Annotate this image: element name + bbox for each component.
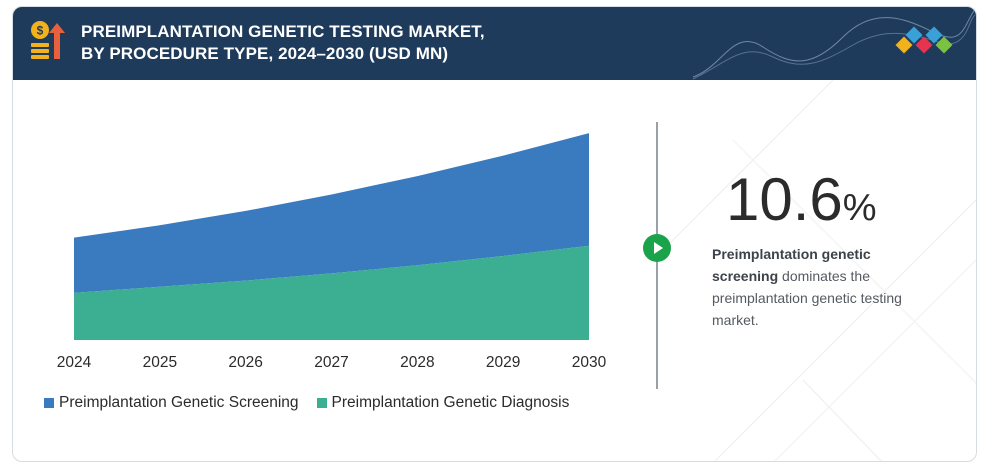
money-growth-icon: $ bbox=[31, 21, 65, 59]
x-tick-label: 2028 bbox=[400, 354, 434, 371]
legend-item-diagnosis: Preimplantation Genetic Diagnosis bbox=[316, 394, 570, 412]
x-tick-label: 2027 bbox=[314, 354, 348, 371]
legend-label-screening: Preimplantation Genetic Screening bbox=[59, 394, 299, 411]
title-line-2: BY PROCEDURE TYPE, 2024–2030 (USD MN) bbox=[81, 44, 449, 63]
x-tick-label: 2030 bbox=[572, 354, 607, 371]
growth-unit: % bbox=[842, 187, 877, 229]
legend-label-diagnosis: Preimplantation Genetic Diagnosis bbox=[331, 394, 570, 411]
legend-swatch-screening bbox=[44, 398, 54, 408]
x-tick-label: 2024 bbox=[57, 354, 92, 371]
stat-description-bold: Preimplantation genetic screening bbox=[712, 246, 871, 284]
growth-value: 10.6 bbox=[726, 166, 843, 233]
legend-swatch-diagnosis bbox=[316, 398, 327, 408]
x-tick-label: 2026 bbox=[228, 354, 262, 371]
page-title: PREIMPLANTATION GENETIC TESTING MARKET, … bbox=[81, 21, 601, 65]
area-series-preimplantation-genetic-screening bbox=[74, 133, 589, 293]
play-icon bbox=[643, 234, 671, 262]
area-series-preimplantation-genetic-diagnosis bbox=[74, 245, 589, 340]
header-bar: $ PREIMPLANTATION GENETIC TESTING MARKET… bbox=[13, 7, 976, 80]
legend-item-screening: Preimplantation Genetic Screening bbox=[44, 394, 299, 412]
stat-description-rest: dominates the preimplantation genetic te… bbox=[712, 268, 902, 328]
title-line-1: PREIMPLANTATION GENETIC TESTING MARKET, bbox=[81, 22, 485, 41]
decorative-wave bbox=[692, 8, 976, 80]
svg-text:$: $ bbox=[37, 24, 44, 38]
growth-stat: 10.6% bbox=[726, 165, 877, 243]
background-decoration bbox=[653, 80, 976, 461]
x-tick-label: 2025 bbox=[143, 354, 177, 371]
logo-diamonds bbox=[895, 26, 953, 54]
chart-legend: Preimplantation Genetic Screening Preimp… bbox=[44, 394, 587, 412]
stat-description: Preimplantation genetic screening domina… bbox=[712, 243, 932, 331]
x-tick-label: 2029 bbox=[486, 354, 520, 371]
